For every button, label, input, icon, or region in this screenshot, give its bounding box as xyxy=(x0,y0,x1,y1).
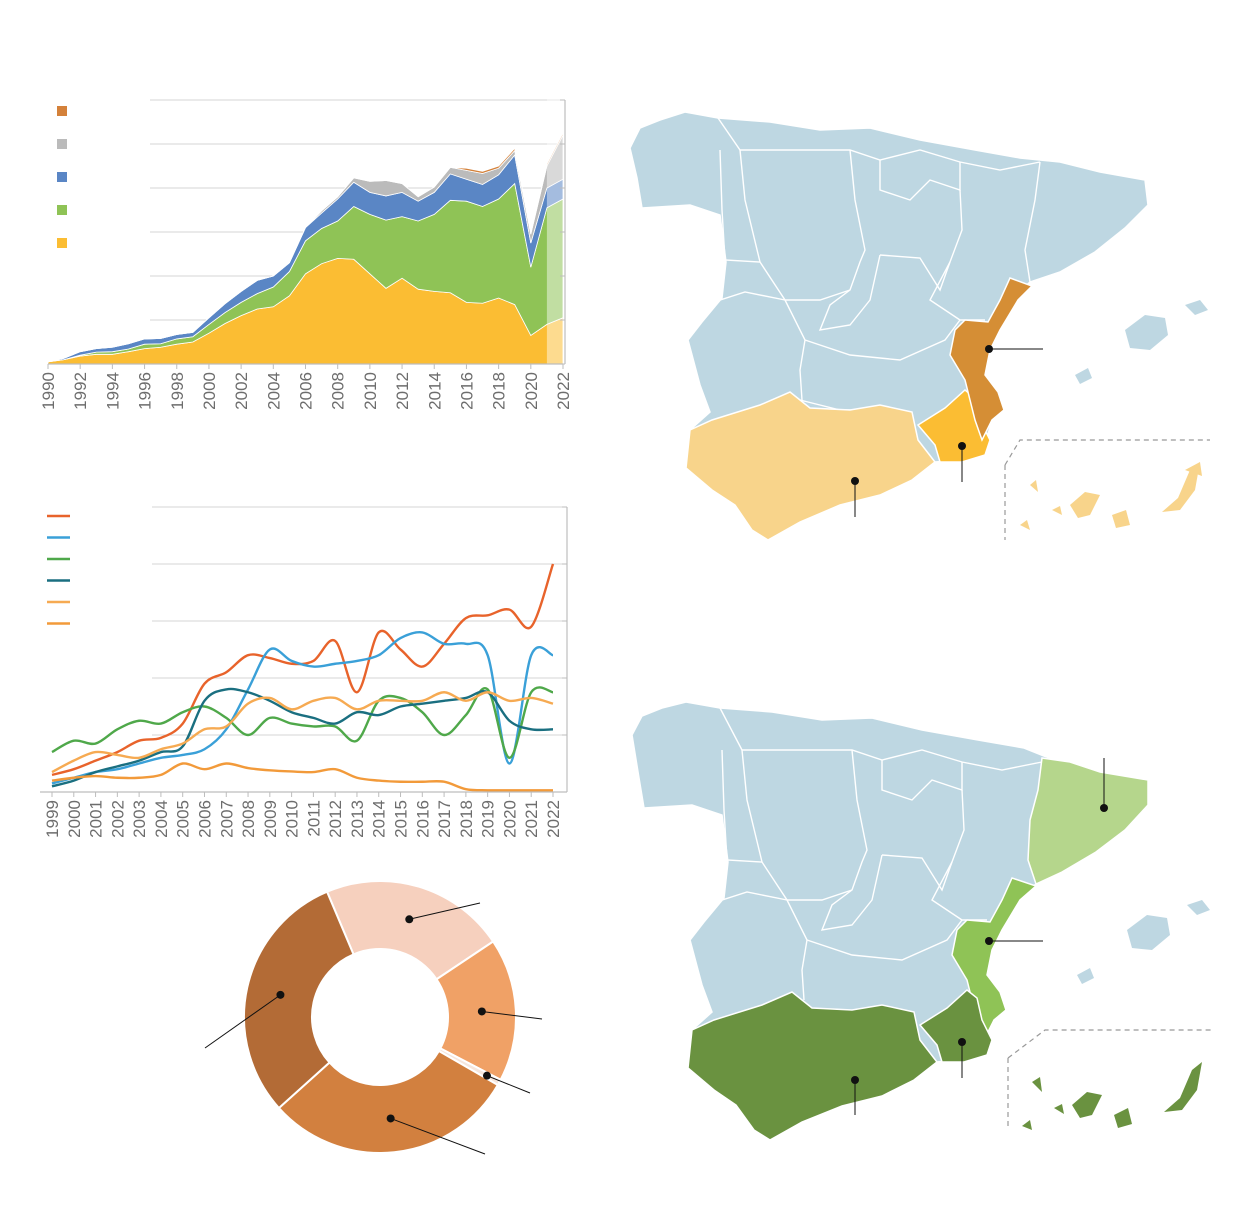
map-bottom-leaders xyxy=(854,758,1105,1115)
x-tick-label: 2006 xyxy=(297,372,316,410)
x-tick-label: 2008 xyxy=(239,800,258,838)
line-chart-gridlines xyxy=(152,506,567,736)
donut-slices xyxy=(243,880,517,1154)
x-tick-label: 2020 xyxy=(500,800,519,838)
x-tick-label: 2002 xyxy=(232,372,251,410)
map-top-region-andalucia xyxy=(685,391,937,541)
x-tick-label: 2008 xyxy=(329,372,348,410)
x-tick-label: 1996 xyxy=(136,372,155,410)
map-top-canary-inset xyxy=(1004,439,1210,540)
donut-leader-line xyxy=(390,1117,486,1155)
area-chart-legend xyxy=(57,106,67,248)
donut-leader-line xyxy=(409,902,481,920)
x-tick-label: 2010 xyxy=(361,372,380,410)
line-chart-series xyxy=(51,563,555,792)
map-top-leader-dots xyxy=(851,345,993,485)
line-series-6 xyxy=(51,762,553,792)
spain-map-bottom xyxy=(631,701,1212,1141)
donut-leader-dot xyxy=(386,1114,395,1123)
donut-leader-line xyxy=(481,1010,543,1020)
map-bottom-region-catalonia xyxy=(1027,757,1149,886)
x-tick-label: 2003 xyxy=(130,800,149,838)
x-tick-label: 1994 xyxy=(103,372,122,410)
donut-leader-dot xyxy=(405,915,414,924)
line-chart-axes xyxy=(40,506,568,793)
map-bottom-leader-dots xyxy=(851,804,1108,1084)
line-series-2 xyxy=(51,631,554,785)
donut-leader-line xyxy=(486,1075,531,1094)
area-chart-series xyxy=(47,132,564,365)
x-tick-label: 2009 xyxy=(261,800,280,838)
x-tick-label: 2011 xyxy=(304,800,323,837)
map-top-canary-islands xyxy=(1020,462,1202,530)
x-tick-label: 2019 xyxy=(479,800,498,838)
x-tick-label: 2000 xyxy=(200,372,219,410)
x-tick-label: 2013 xyxy=(348,800,367,838)
line-series-4 xyxy=(51,687,554,788)
legend-swatch xyxy=(57,172,67,182)
x-tick-label: 2018 xyxy=(457,800,476,838)
x-tick-label: 2016 xyxy=(413,800,432,838)
donut-leader-line xyxy=(204,994,281,1049)
donut-leader-dot xyxy=(477,1007,486,1016)
x-tick-label: 2010 xyxy=(283,800,302,838)
x-tick-label: 2005 xyxy=(174,800,193,838)
map-top-leaders xyxy=(854,348,1043,517)
x-tick-label: 2021 xyxy=(522,800,541,838)
x-tick-label: 2002 xyxy=(108,800,127,838)
x-tick-label: 2022 xyxy=(554,372,573,410)
map-bottom-canary-inset xyxy=(1007,1029,1212,1130)
legend-swatch xyxy=(57,238,67,248)
line-series-3 xyxy=(51,686,554,760)
area-chart-projection-overlay xyxy=(546,95,563,364)
x-tick-label: 2004 xyxy=(152,800,171,838)
x-tick-label: 2014 xyxy=(425,372,444,410)
donut-hole xyxy=(312,949,448,1085)
x-tick-label: 2016 xyxy=(457,372,476,410)
legend-swatch xyxy=(57,106,67,116)
map-top-region-valencia xyxy=(949,277,1034,442)
line-chart-legend xyxy=(47,514,70,625)
line-series-1 xyxy=(51,563,555,777)
x-tick-label: 2000 xyxy=(65,800,84,838)
map-bottom-region-borders xyxy=(700,707,1043,1001)
legend-swatch xyxy=(57,139,67,149)
x-tick-label: 2012 xyxy=(393,372,412,410)
x-tick-label: 2012 xyxy=(326,800,345,838)
map-bottom-region-murcia xyxy=(918,989,993,1063)
map-bottom-region-andalucia xyxy=(687,991,939,1141)
x-tick-label: 1990 xyxy=(39,372,58,410)
area-series-5 xyxy=(47,132,564,363)
donut-chart xyxy=(204,880,543,1155)
line-chart-x-tick-labels: 1999 2000 2001 2002 2003 2004 2005 2006 2007 2008… xyxy=(43,792,563,838)
area-chart-x-tick-labels: 1990 1992 1994 1996 1998 2000 2002 2004 2006 2008… xyxy=(39,364,573,410)
legend-swatch xyxy=(57,205,67,215)
map-bottom-canary-islands xyxy=(1022,1062,1202,1130)
stacked-area-chart: 1990 1992 1994 1996 1998 2000 2002 2004 2006 2008… xyxy=(39,95,573,410)
map-bottom-balearic-islands xyxy=(1077,900,1210,984)
x-tick-label: 1992 xyxy=(71,372,90,410)
x-tick-label: 2015 xyxy=(392,800,411,838)
x-tick-label: 2022 xyxy=(544,800,563,838)
donut-leader-dot xyxy=(482,1071,491,1080)
x-tick-label: 2006 xyxy=(195,800,214,838)
x-tick-label: 2020 xyxy=(522,372,541,410)
map-top-balearic-islands xyxy=(1075,300,1208,384)
line-chart: 1999 2000 2001 2002 2003 2004 2005 2006 2007 2008… xyxy=(40,506,568,838)
x-tick-label: 2014 xyxy=(370,800,389,838)
x-tick-label: 2018 xyxy=(490,372,509,410)
x-tick-label: 2007 xyxy=(217,800,236,838)
x-tick-label: 1999 xyxy=(43,800,62,838)
donut-leader-dot xyxy=(276,990,285,999)
spain-map-top xyxy=(629,111,1210,541)
x-tick-label: 2001 xyxy=(87,800,106,838)
x-tick-label: 2004 xyxy=(264,372,283,410)
x-tick-label: 1998 xyxy=(168,372,187,410)
x-tick-label: 2017 xyxy=(435,800,454,838)
donut-leader-lines xyxy=(204,902,543,1155)
line-series-5 xyxy=(51,691,554,774)
